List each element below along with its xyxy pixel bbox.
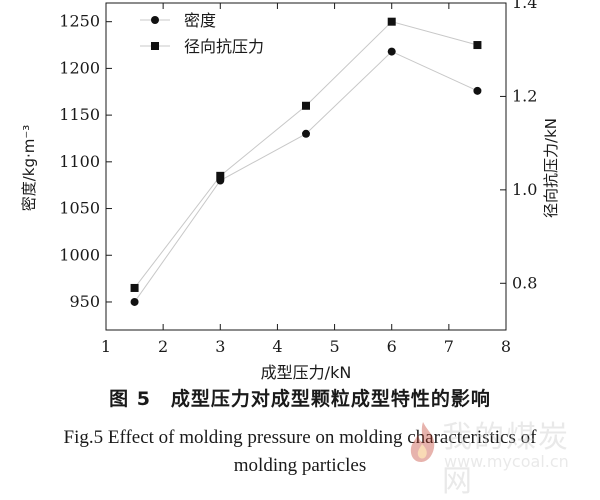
y-left-tick-label: 1200 (59, 58, 100, 77)
legend-marker-circle (151, 16, 159, 24)
data-point-square (302, 101, 310, 110)
series-lines (134, 21, 478, 303)
y-left-tick-label: 1050 (59, 199, 100, 218)
y-left-tick-label: 950 (69, 292, 100, 311)
legend-label: 密度 (184, 11, 216, 30)
figure-caption-english-line1: Fig.5 Effect of molding pressure on mold… (63, 427, 537, 448)
data-point-circle (130, 297, 139, 306)
y-axis-label-right: 径向抗压力/kN (542, 118, 560, 218)
data-point-circle (473, 86, 482, 95)
y-right-tick-label: 0.8 (512, 273, 537, 292)
chart-figure: 1 2 3 4 5 6 7 8 950 1000 1050 1100 1150 1200 1250 0.8 1.… (20, 0, 560, 382)
x-tick-label: 2 (158, 337, 168, 356)
y-right-tick-label: 1.0 (512, 180, 537, 199)
figure-caption-chinese: 图 5 成型压力对成型颗粒成型特性的影响 (109, 388, 491, 410)
figure-caption-english: Fig.5 Effect of molding pressure on mold… (0, 424, 600, 480)
legend-label: 径向抗压力 (184, 37, 264, 56)
y-axis-label-left: 密度/kg·m⁻³ (20, 125, 38, 212)
series-line (134, 50, 478, 303)
x-tick-label: 4 (272, 337, 282, 356)
y-right-tick-label: 1.2 (512, 86, 537, 105)
series-markers (130, 17, 482, 306)
data-point-circle (302, 129, 310, 138)
data-point-square (216, 171, 225, 180)
y-right-tick-label: 1.4 (512, 0, 537, 12)
axis-ticks: 1 2 3 4 5 6 7 8 950 1000 1050 1100 1150 1200 1250 0.8 1.… (59, 0, 537, 356)
x-tick-label: 3 (215, 337, 225, 356)
series-line (134, 21, 478, 289)
x-tick-label: 8 (501, 337, 511, 356)
legend-marker-square (151, 42, 159, 50)
y-left-tick-label: 1100 (59, 152, 100, 171)
x-tick-label: 6 (387, 337, 397, 356)
y-left-tick-label: 1250 (59, 12, 100, 31)
data-point-square (473, 41, 482, 50)
data-point-circle (387, 47, 396, 56)
x-tick-label: 7 (444, 337, 454, 356)
x-tick-label: 5 (329, 337, 339, 356)
data-point-square (387, 17, 396, 26)
figure-caption-english-line2: molding particles (233, 455, 367, 476)
x-axis-label: 成型压力/kN (261, 363, 352, 382)
y-left-tick-label: 1150 (59, 105, 100, 124)
data-point-square (130, 283, 139, 292)
plot-border (105, 2, 507, 331)
plot-frame (105, 2, 507, 331)
y-left-tick-label: 1000 (59, 245, 100, 264)
x-tick-label: 1 (101, 337, 111, 356)
